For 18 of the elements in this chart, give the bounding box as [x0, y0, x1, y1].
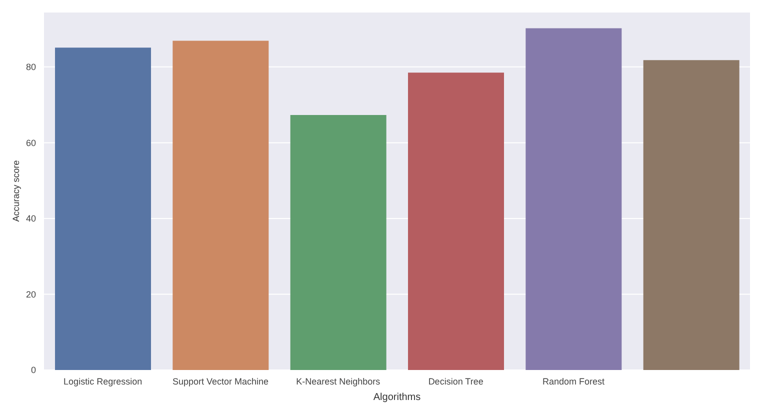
y-axis-title: Accuracy score	[11, 160, 22, 222]
y-tick-label: 0	[30, 365, 36, 376]
y-tick-label: 20	[26, 289, 36, 300]
bar	[172, 40, 269, 370]
y-tick-label: 40	[26, 214, 36, 224]
x-tick-label: Logistic Regression	[64, 376, 142, 386]
y-tick-label: 80	[26, 62, 36, 72]
x-axis-title: Algorithms	[373, 392, 421, 403]
bar	[408, 72, 504, 370]
x-tick-label: Decision Tree	[428, 376, 484, 386]
bar	[526, 28, 622, 370]
bar	[55, 48, 151, 370]
bar	[290, 115, 386, 370]
y-tick-label: 60	[26, 138, 36, 148]
x-tick-label: Random Forest	[542, 376, 606, 386]
x-tick-label: Support Vector Machine	[172, 376, 269, 386]
bar	[643, 60, 740, 370]
x-tick-label: K-Nearest Neighbors	[296, 376, 381, 386]
